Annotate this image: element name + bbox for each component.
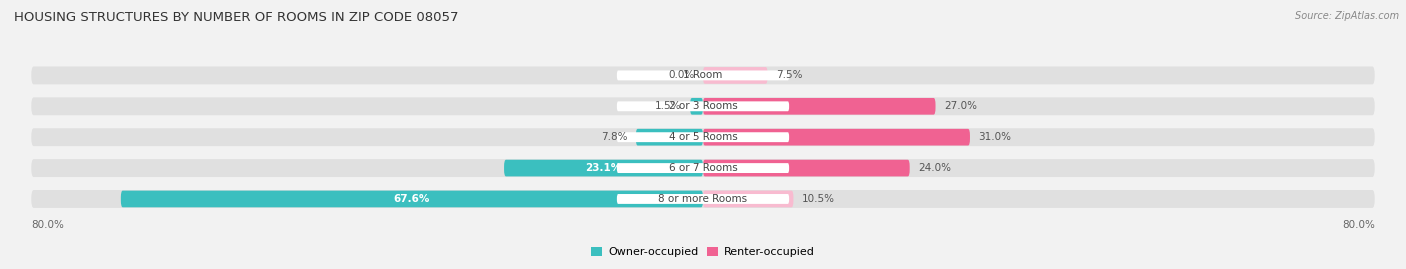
FancyBboxPatch shape xyxy=(703,67,768,84)
Text: 67.6%: 67.6% xyxy=(394,194,430,204)
FancyBboxPatch shape xyxy=(31,97,1375,115)
FancyBboxPatch shape xyxy=(617,70,789,80)
Text: 4 or 5 Rooms: 4 or 5 Rooms xyxy=(669,132,737,142)
Text: 7.8%: 7.8% xyxy=(600,132,627,142)
Text: 80.0%: 80.0% xyxy=(31,220,65,230)
FancyBboxPatch shape xyxy=(703,160,910,176)
FancyBboxPatch shape xyxy=(617,132,789,142)
FancyBboxPatch shape xyxy=(617,163,789,173)
Text: 27.0%: 27.0% xyxy=(945,101,977,111)
FancyBboxPatch shape xyxy=(617,101,789,111)
FancyBboxPatch shape xyxy=(31,190,1375,208)
Text: 80.0%: 80.0% xyxy=(1341,220,1375,230)
Text: 1.5%: 1.5% xyxy=(655,101,682,111)
FancyBboxPatch shape xyxy=(31,66,1375,84)
Text: 23.1%: 23.1% xyxy=(585,163,621,173)
FancyBboxPatch shape xyxy=(617,194,789,204)
Text: 1 Room: 1 Room xyxy=(683,70,723,80)
Text: 0.0%: 0.0% xyxy=(668,70,695,80)
FancyBboxPatch shape xyxy=(703,191,793,207)
FancyBboxPatch shape xyxy=(703,98,935,115)
FancyBboxPatch shape xyxy=(31,128,1375,146)
Text: 10.5%: 10.5% xyxy=(801,194,835,204)
Text: 2 or 3 Rooms: 2 or 3 Rooms xyxy=(669,101,737,111)
Text: Source: ZipAtlas.com: Source: ZipAtlas.com xyxy=(1295,11,1399,21)
Text: 31.0%: 31.0% xyxy=(979,132,1011,142)
FancyBboxPatch shape xyxy=(703,129,970,146)
FancyBboxPatch shape xyxy=(636,129,703,146)
Text: 8 or more Rooms: 8 or more Rooms xyxy=(658,194,748,204)
FancyBboxPatch shape xyxy=(690,98,703,115)
Text: 24.0%: 24.0% xyxy=(918,163,952,173)
FancyBboxPatch shape xyxy=(121,191,703,207)
FancyBboxPatch shape xyxy=(31,159,1375,177)
Text: HOUSING STRUCTURES BY NUMBER OF ROOMS IN ZIP CODE 08057: HOUSING STRUCTURES BY NUMBER OF ROOMS IN… xyxy=(14,11,458,24)
Legend: Owner-occupied, Renter-occupied: Owner-occupied, Renter-occupied xyxy=(586,242,820,262)
FancyBboxPatch shape xyxy=(505,160,703,176)
Text: 6 or 7 Rooms: 6 or 7 Rooms xyxy=(669,163,737,173)
Text: 7.5%: 7.5% xyxy=(776,70,803,80)
